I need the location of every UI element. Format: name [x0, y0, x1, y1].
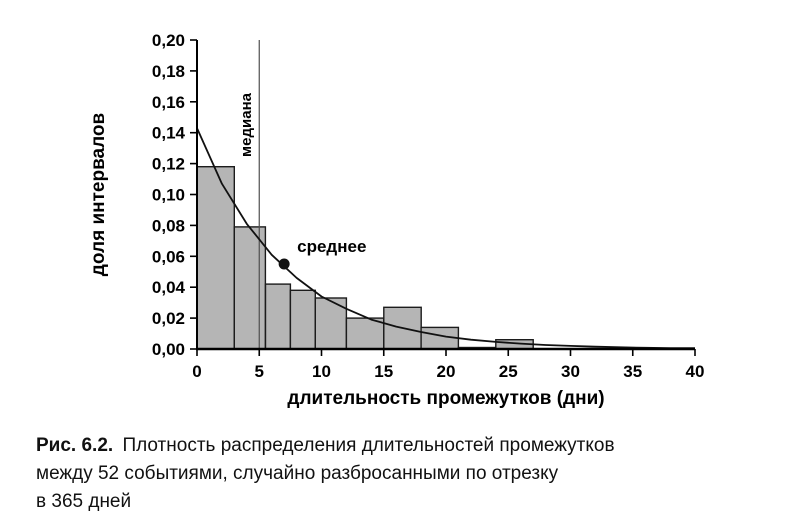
x-axis-label: длительность промежутков (дни) — [287, 388, 604, 409]
y-tick-label: 0,16 — [152, 93, 185, 112]
x-tick-label: 15 — [374, 362, 393, 381]
x-tick-label: 10 — [312, 362, 331, 381]
histogram-bar — [233, 226, 267, 350]
y-tick-label: 0,18 — [152, 62, 185, 81]
mean-point — [278, 258, 290, 270]
chart-area: медиана среднее 0,00 0,02 0,04 0,06 0,08 0,10 0,… — [88, 31, 705, 409]
figure-caption-line: в 365 дней — [36, 491, 132, 512]
figure-caption-line: между 52 событиями, случайно разбросанны… — [36, 463, 559, 484]
y-tick-label: 0,12 — [152, 155, 185, 174]
x-tick-label: 25 — [499, 362, 518, 381]
x-tick-label: 35 — [623, 362, 642, 381]
figure-page: медиана среднее 0,00 0,02 0,04 0,06 0,08 0,10 0,… — [36, 31, 808, 516]
histogram-bar — [264, 283, 292, 350]
y-tick-label: 0,20 — [152, 31, 185, 50]
histogram-bar — [345, 317, 385, 350]
y-tick-label: 0,02 — [152, 309, 185, 328]
histogram-bar — [196, 165, 235, 350]
y-axis-label: доля интервалов — [88, 113, 109, 276]
x-tick-label: 0 — [192, 362, 201, 381]
histogram-chart: медиана среднее 0,00 0,02 0,04 0,06 0,08 0,10 0,… — [88, 31, 705, 409]
y-tick-label: 0,08 — [152, 216, 185, 235]
x-tick-label: 30 — [561, 362, 580, 381]
y-tick-label: 0,06 — [152, 247, 185, 266]
x-tick-label: 40 — [686, 362, 705, 381]
figure-caption: Рис. 6.2. Плотность распределения длител… — [36, 432, 808, 516]
x-tick-label: 20 — [437, 362, 456, 381]
median-label: медиана — [238, 92, 255, 157]
y-tick-label: 0,10 — [152, 186, 185, 205]
x-tick-label: 5 — [255, 362, 264, 381]
y-tick-label: 0,04 — [152, 278, 186, 297]
histogram-bar — [289, 289, 316, 350]
figure-caption-label: Рис. 6.2. — [36, 435, 114, 456]
y-tick-label: 0,14 — [152, 124, 186, 143]
y-tick-label: 0,00 — [152, 340, 185, 359]
mean-label: среднее — [297, 237, 366, 256]
figure-caption-line: Плотность распределения длительностей пр… — [122, 435, 615, 456]
